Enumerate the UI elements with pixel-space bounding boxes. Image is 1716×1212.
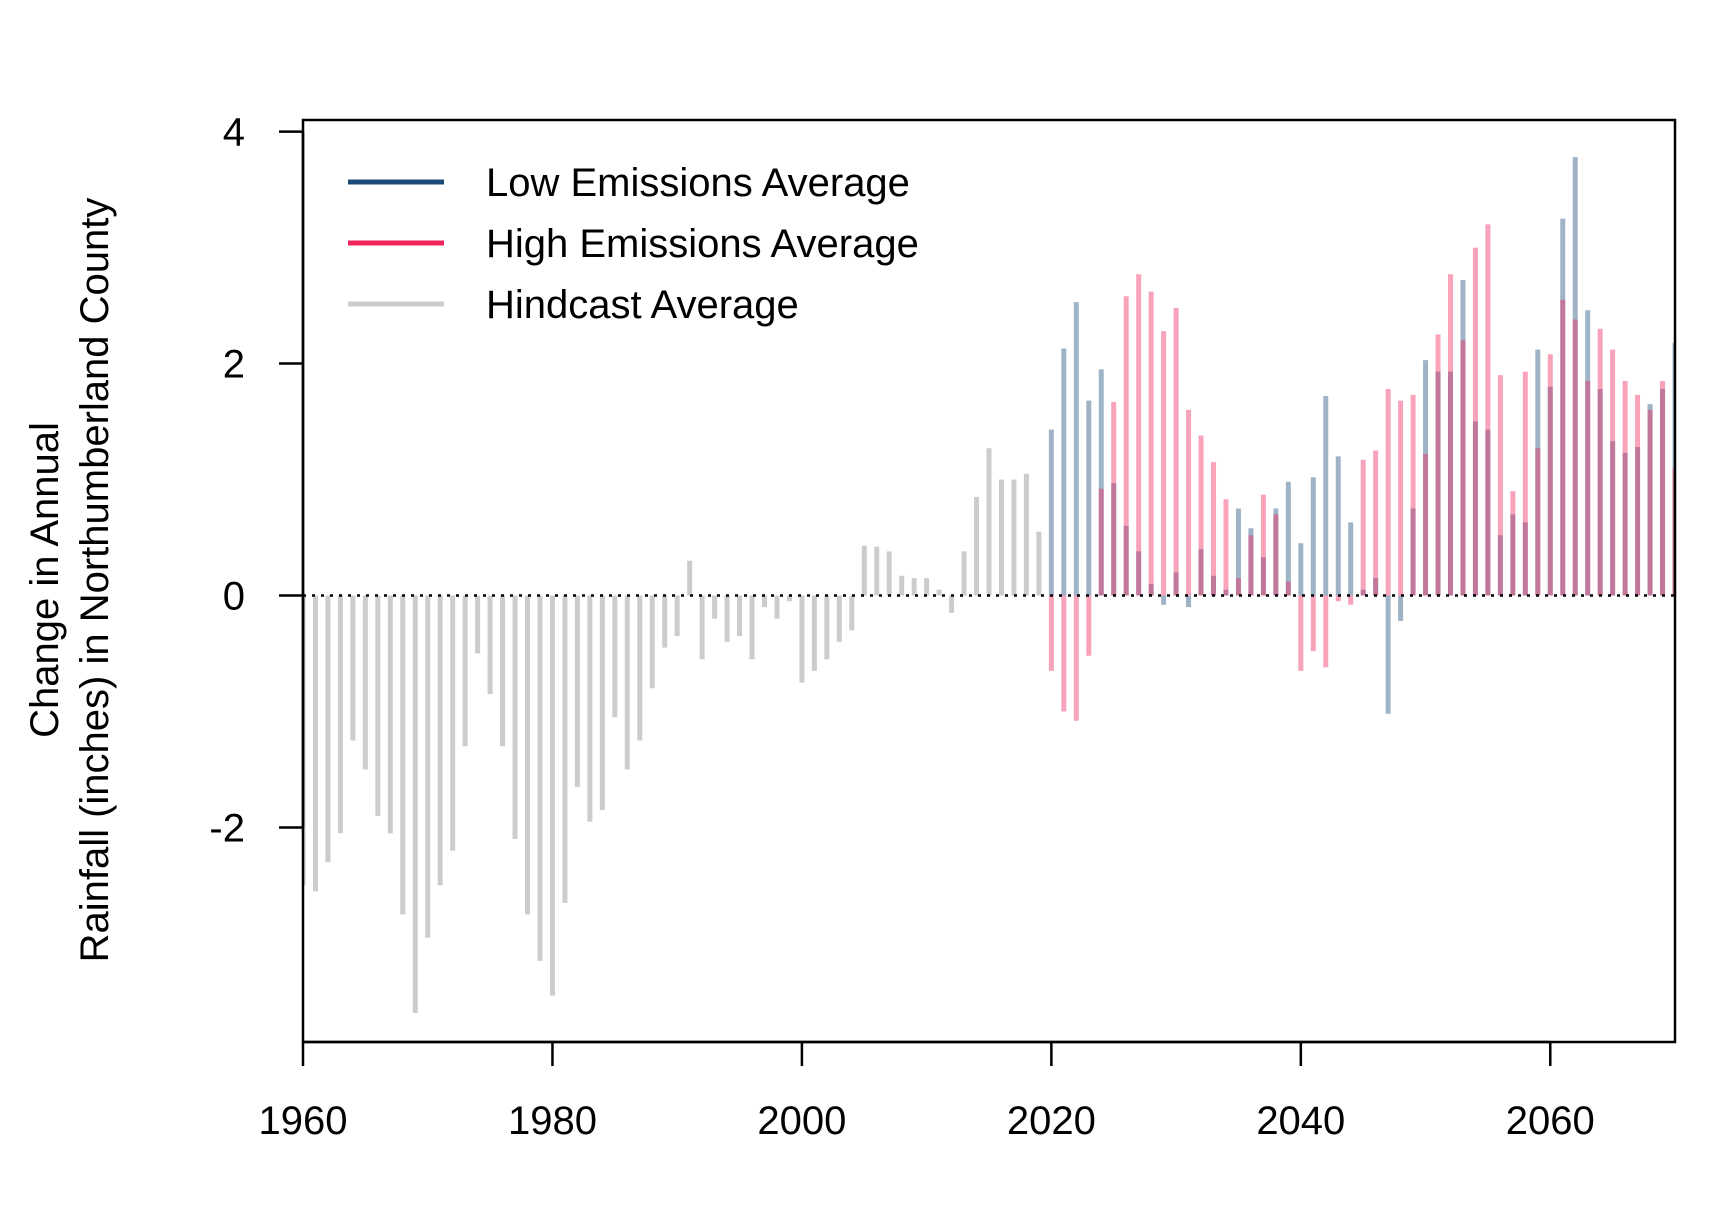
y-axis-title-line-1: Change in Annual: [23, 422, 67, 738]
y-tick-label: 0: [223, 574, 245, 618]
y-tick-label: -2: [209, 806, 245, 850]
series-hindcast-average: [303, 448, 1042, 1014]
x-tick-label: 2040: [1256, 1099, 1345, 1143]
y-tick-label: 2: [223, 343, 245, 387]
series-low-emissions-average: [1048, 157, 1675, 714]
y-axis: -2 0 2 4: [209, 111, 305, 850]
legend-label-hindcast: Hindcast Average: [486, 283, 799, 327]
x-tick-label: 2000: [757, 1099, 846, 1143]
series-high-emissions-average: [1048, 224, 1675, 721]
x-tick-label: 1980: [508, 1099, 597, 1143]
legend-label-low-emissions: Low Emissions Average: [486, 161, 910, 205]
y-axis-title-line-2: Rainfall (inches) in Northumberland Coun…: [73, 198, 117, 963]
y-axis-title: Change in Annual Rainfall (inches) in No…: [23, 198, 117, 963]
x-tick-label: 2060: [1506, 1099, 1595, 1143]
x-tick-label: 2020: [1007, 1099, 1096, 1143]
x-tick-label: 1960: [259, 1099, 348, 1143]
x-axis: 1960 1980 2000 2020 2040 2060: [259, 1040, 1595, 1143]
legend: Low Emissions Average High Emissions Ave…: [348, 161, 919, 327]
legend-label-high-emissions: High Emissions Average: [486, 222, 919, 266]
y-tick-label: 4: [223, 111, 245, 155]
